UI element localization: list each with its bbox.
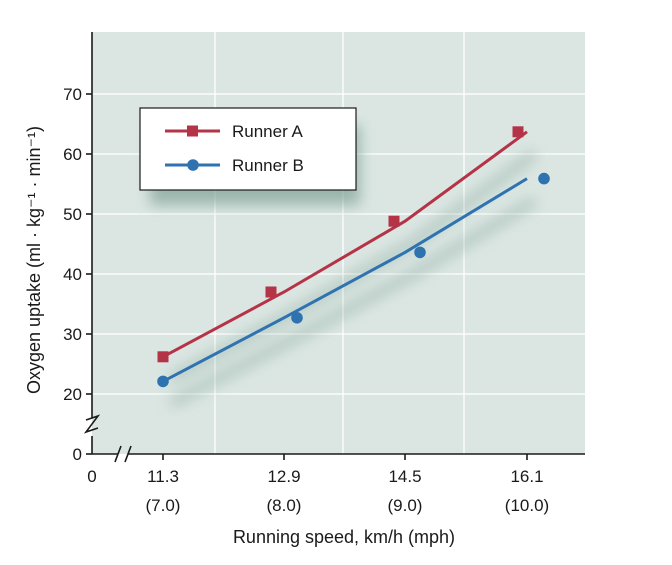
- legend-label-runner-a: Runner A: [232, 122, 304, 141]
- y-tick-label: 0: [73, 445, 82, 464]
- x-tick-label: 14.5: [388, 467, 421, 486]
- x-tick-label: 16.1: [510, 467, 543, 486]
- legend-marker-circle: [187, 159, 199, 171]
- x-axis-title: Running speed, km/h (mph): [233, 527, 455, 547]
- y-axis-break-mark: [83, 414, 101, 434]
- data-point-runner-b: [157, 375, 169, 388]
- x-tick-sublabel: (8.0): [267, 496, 302, 515]
- x-tick-sublabel: (7.0): [146, 496, 181, 515]
- y-tick-label: 50: [63, 205, 82, 224]
- data-point-runner-a: [265, 286, 277, 298]
- y-tick-label: 20: [63, 385, 82, 404]
- series: [157, 126, 550, 388]
- x-tick-label: 11.3: [147, 467, 179, 486]
- x-tick-sublabel: (9.0): [388, 496, 423, 515]
- series-line-runner-b: [162, 177, 528, 383]
- y-tick-label: 40: [63, 265, 82, 284]
- legend-marker-square: [187, 125, 198, 137]
- data-point-runner-a: [512, 126, 524, 138]
- x-tick-label: 12.9: [267, 467, 300, 486]
- series-shadow: [168, 196, 538, 408]
- y-tick-label: 60: [63, 145, 82, 164]
- legend-box: [139, 107, 357, 191]
- x-tick-sublabel: (10.0): [505, 496, 549, 515]
- data-point-runner-b: [291, 312, 303, 324]
- data-point-runner-b: [414, 246, 426, 259]
- series-line-runner-a: [162, 130, 528, 359]
- x-origin-label: 0: [87, 467, 96, 486]
- x-axis-break-mark: [114, 445, 132, 463]
- data-point-runner-a: [157, 351, 169, 363]
- legend-label-runner-b: Runner B: [232, 156, 304, 175]
- y-tick-label: 70: [63, 85, 82, 104]
- y-tick-label: 30: [63, 325, 82, 344]
- legend: Runner A Runner B: [139, 107, 360, 205]
- data-point-runner-a: [388, 215, 400, 227]
- data-point-runner-b: [538, 172, 550, 185]
- y-axis-title: Oxygen uptake (ml · kg⁻¹ · min⁻¹): [24, 126, 44, 394]
- axes: 0 20 30 40 50 60 70 0 11.3 (7.0) 12.9 (8.0) 14.5 (9.0…: [63, 32, 585, 515]
- plot-area: [92, 32, 585, 454]
